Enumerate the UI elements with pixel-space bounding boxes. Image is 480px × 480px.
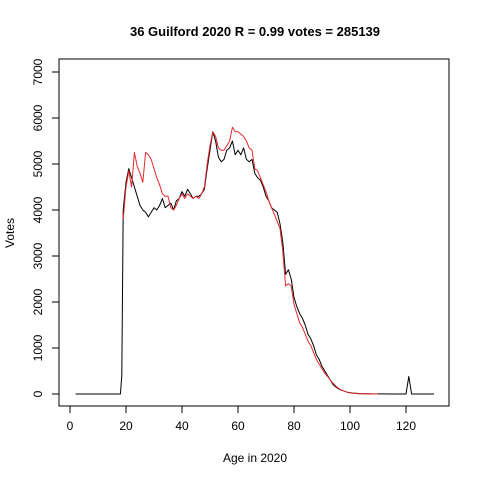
y-tick-label: 2000 (31, 288, 45, 315)
x-tick-label: 60 (231, 419, 245, 433)
x-axis-label: Age in 2020 (223, 451, 287, 465)
y-tick-label: 5000 (31, 150, 45, 177)
y-tick-label: 1000 (31, 334, 45, 361)
x-tick-label: 120 (396, 419, 416, 433)
x-tick-label: 20 (119, 419, 133, 433)
series-layer (75, 126, 434, 395)
y-tick-label: 0 (31, 390, 45, 397)
y-axis: 0 1000 2000 3000 4000 5000 6000 7000 (31, 58, 60, 397)
x-axis: 0 20 40 60 80 100 120 (67, 405, 416, 433)
chart-title: 36 Guilford 2020 R = 0.99 votes = 285139 (130, 24, 380, 39)
y-tick-label: 7000 (31, 58, 45, 85)
y-tick-label: 4000 (31, 196, 45, 223)
x-tick-label: 40 (175, 419, 189, 433)
y-tick-label: 6000 (31, 104, 45, 131)
plot-frame (58, 58, 450, 407)
x-tick-label: 0 (67, 419, 74, 433)
series-1-line (122, 126, 378, 395)
series-0-line (75, 131, 434, 395)
y-tick-label: 3000 (31, 242, 45, 269)
x-tick-label: 100 (340, 419, 360, 433)
x-tick-label: 80 (287, 419, 301, 433)
y-axis-label: Votes (3, 218, 17, 248)
